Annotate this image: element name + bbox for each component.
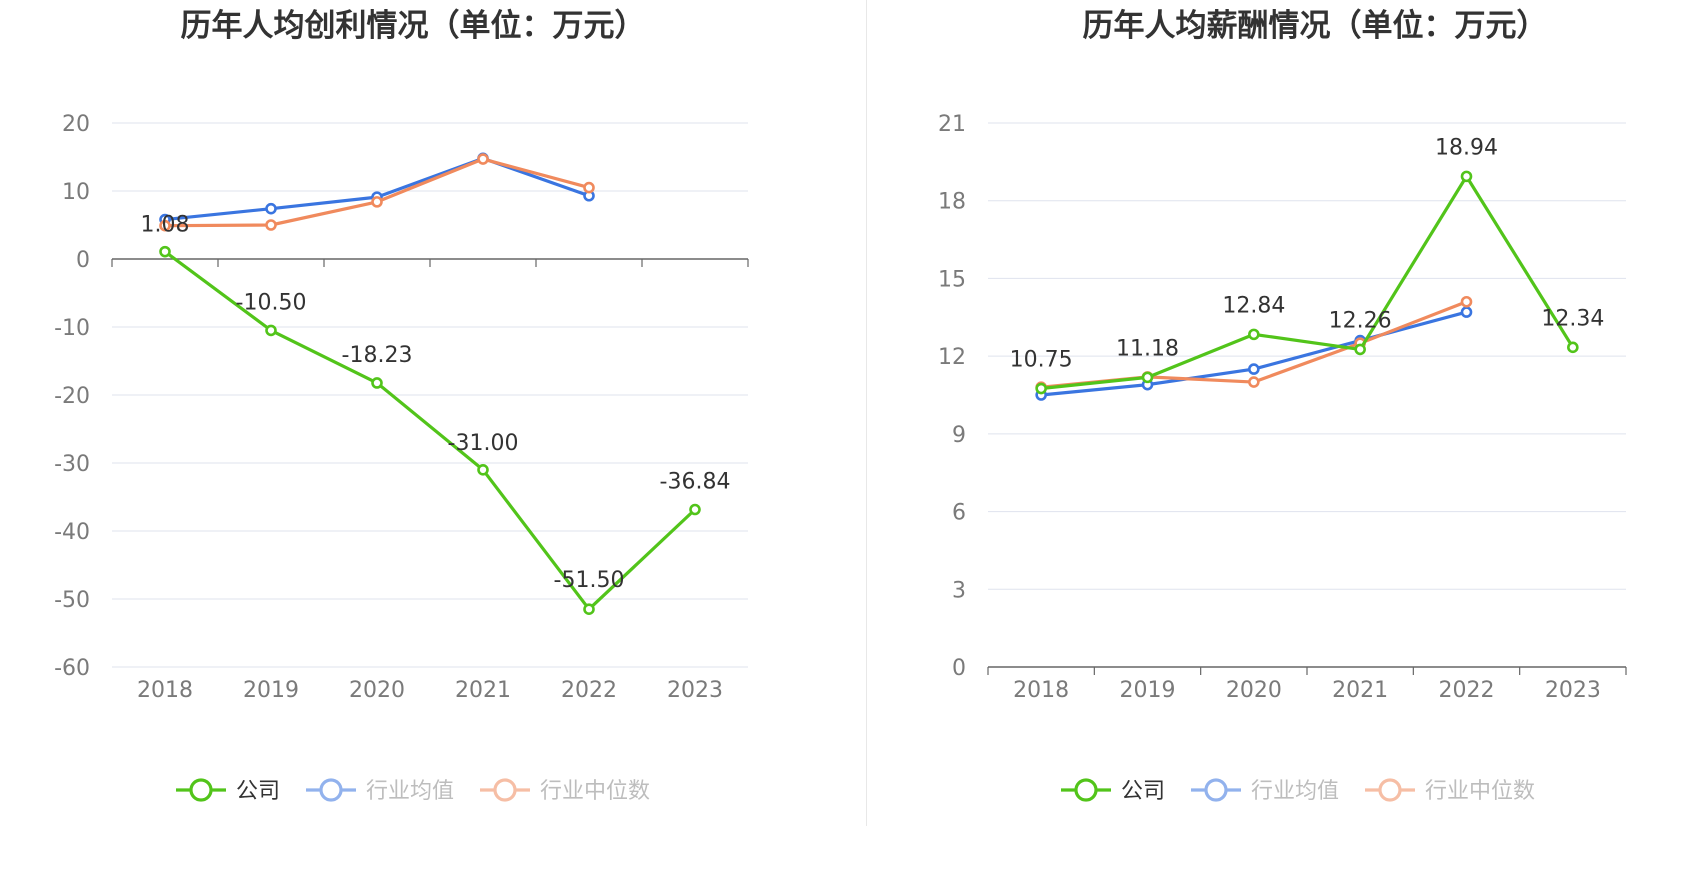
panel-divider xyxy=(866,0,867,826)
data-point-industry_avg xyxy=(1248,363,1260,375)
y-tick-label: 0 xyxy=(76,248,90,273)
data-label: 12.84 xyxy=(1222,293,1285,318)
data-point-industry_avg xyxy=(265,202,277,215)
data-label: -36.84 xyxy=(660,470,731,495)
data-label: 12.26 xyxy=(1329,308,1392,333)
y-tick-label: 12 xyxy=(938,345,966,370)
chart-panel-profit: 历年人均创利情况（单位：万元） 20 10 0 -10 -20 -30 -40 -50 -60 20… xyxy=(54,8,749,804)
data-label: 12.34 xyxy=(1541,306,1604,331)
x-tick-label: 2019 xyxy=(243,678,299,703)
data-point-company xyxy=(1460,170,1473,183)
x-tick-label: 2021 xyxy=(1332,678,1388,703)
y-tick-label: 18 xyxy=(938,190,966,215)
x-tick-label: 2023 xyxy=(667,678,723,703)
data-label: 18.94 xyxy=(1435,135,1498,160)
data-point-company xyxy=(583,603,595,616)
y-tick-label: 15 xyxy=(938,267,966,292)
y-tick-label: 21 xyxy=(938,112,966,137)
y-tick-label: 10 xyxy=(62,180,90,205)
y-tick-label: 9 xyxy=(952,423,966,448)
legend-item-industry_avg[interactable]: 行业均值 xyxy=(1191,778,1339,804)
series-line-company xyxy=(164,250,697,611)
y-tick-label: 6 xyxy=(952,501,966,526)
data-point-company xyxy=(1035,382,1047,395)
legend-marker-icon xyxy=(1204,778,1228,802)
legend-marker-icon xyxy=(189,778,213,802)
data-point-company xyxy=(689,503,701,516)
x-tick-label: 2020 xyxy=(1226,678,1282,703)
y-tick-label: -40 xyxy=(54,520,90,545)
data-point-company xyxy=(159,245,171,258)
data-label: -18.23 xyxy=(342,343,413,368)
data-point-industry_median xyxy=(1248,376,1260,388)
data-point-company xyxy=(477,463,489,476)
chart-panel-salary: 历年人均薪酬情况（单位：万元） 21 18 15 12 9 6 3 0 2018 2019 2020 2… xyxy=(868,0,1700,874)
data-point-industry_median xyxy=(1460,295,1473,308)
chart-profit-per-capita: 历年人均创利情况（单位：万元） 20 10 0 -10 -20 -30 -40 -50 -60 20… xyxy=(54,8,749,804)
x-tick-label: 2018 xyxy=(137,678,193,703)
data-point-company xyxy=(1141,371,1154,384)
series-line-company xyxy=(1040,174,1575,391)
data-point-industry_median xyxy=(265,219,277,231)
chart-title: 历年人均创利情况（单位：万元） xyxy=(181,8,646,44)
legend-marker-icon xyxy=(319,778,343,802)
y-tick-label: -50 xyxy=(54,588,90,613)
data-label: 1.08 xyxy=(141,213,190,238)
y-tick-label: -20 xyxy=(54,384,90,409)
data-point-company xyxy=(265,324,277,337)
x-tick-label: 2018 xyxy=(1013,678,1069,703)
chart-salary-per-capita: 历年人均薪酬情况（单位：万元） 21 18 15 12 9 6 3 0 2018 2019 2020 2… xyxy=(938,8,1627,804)
legend-label: 行业均值 xyxy=(1251,779,1339,804)
y-tick-label: -30 xyxy=(54,452,90,477)
y-tick-label: 0 xyxy=(952,656,966,681)
chart-title: 历年人均薪酬情况（单位：万元） xyxy=(1083,8,1548,44)
data-point-industry_median xyxy=(371,196,383,208)
legend-item-industry_avg[interactable]: 行业均值 xyxy=(306,778,454,804)
legend-label: 行业中位数 xyxy=(1425,779,1535,804)
x-tick-label: 2019 xyxy=(1120,678,1176,703)
data-point-industry_median xyxy=(159,219,171,232)
legend-item-industry_median[interactable]: 行业中位数 xyxy=(480,778,650,804)
y-tick-label: -60 xyxy=(54,656,90,681)
x-tick-label: 2023 xyxy=(1545,678,1601,703)
data-point-company xyxy=(1567,341,1579,354)
data-point-industry_median xyxy=(477,153,489,165)
series-line-industry_avg xyxy=(164,156,590,222)
legend-label: 公司 xyxy=(1121,779,1165,804)
x-tick-label: 2022 xyxy=(1439,678,1495,703)
data-point-company xyxy=(1248,328,1260,341)
legend-marker-icon xyxy=(1378,778,1402,802)
legend-label: 行业均值 xyxy=(366,779,454,804)
legend-label: 公司 xyxy=(236,779,280,804)
x-tick-label: 2021 xyxy=(455,678,511,703)
legend-item-industry_median[interactable]: 行业中位数 xyxy=(1365,778,1535,804)
data-point-company xyxy=(1354,343,1366,356)
data-label: -51.50 xyxy=(554,568,625,593)
legend-marker-icon xyxy=(493,778,517,802)
data-point-company xyxy=(371,377,383,389)
x-tick-label: 2022 xyxy=(561,678,617,703)
legend-marker-icon xyxy=(1074,778,1098,802)
legend-label: 行业中位数 xyxy=(540,779,650,804)
data-point-industry_avg xyxy=(1460,306,1473,318)
data-label: -10.50 xyxy=(236,290,307,315)
data-label: -31.00 xyxy=(448,431,519,456)
data-point-industry_median xyxy=(583,181,595,194)
data-label: 10.75 xyxy=(1010,348,1073,373)
data-label: 11.18 xyxy=(1116,336,1179,361)
y-tick-label: -10 xyxy=(54,316,90,341)
y-tick-label: 20 xyxy=(62,112,90,137)
y-tick-label: 3 xyxy=(952,578,966,603)
legend-item-company[interactable]: 公司 xyxy=(176,778,280,804)
x-tick-label: 2020 xyxy=(349,678,405,703)
legend-item-company[interactable]: 公司 xyxy=(1061,778,1165,804)
